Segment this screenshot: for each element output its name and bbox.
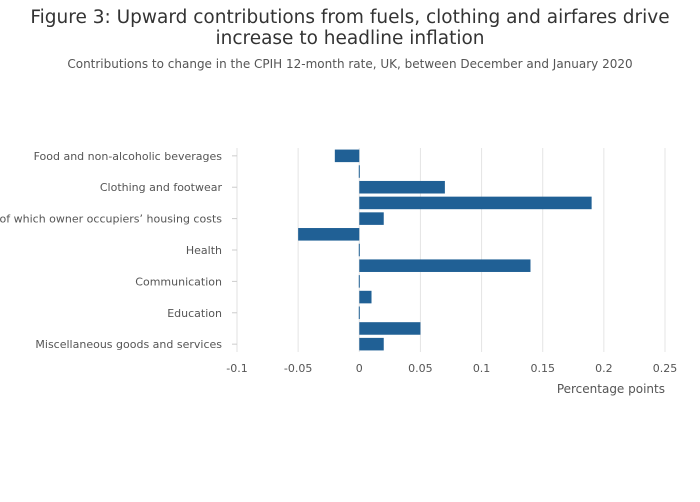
chart-title-line-1: Figure 3: Upward contributions from fuel… — [30, 7, 670, 28]
chart-title-line-2: increase to headline inflation — [215, 28, 485, 49]
x-tick-label-1: -0.05 — [284, 362, 312, 375]
x-axis-title: Percentage points — [557, 382, 665, 396]
y-tick-label-10: Education — [167, 307, 222, 320]
x-tick-label-5: 0.15 — [530, 362, 555, 375]
bar-6 — [358, 243, 360, 257]
x-tick-label-0: -0.1 — [226, 362, 247, 375]
bar-10 — [358, 306, 360, 320]
y-tick-label-4: of which owner occupiers’ housing costs — [0, 213, 222, 226]
x-tick-label-7: 0.25 — [653, 362, 678, 375]
bar-4 — [359, 212, 384, 225]
chart-title: Figure 3: Upward contributions from fuel… — [0, 7, 700, 49]
bar-0 — [334, 149, 360, 163]
chart-subtitle: Contributions to change in the CPIH 12-m… — [67, 57, 633, 71]
y-tick-label-12: Miscellaneous goods and services — [35, 338, 222, 351]
y-tick-label-2: Clothing and footwear — [100, 181, 223, 194]
y-tick-label-0: Food and non-alcoholic beverages — [34, 150, 223, 163]
bar-8 — [358, 275, 360, 288]
x-tick-label-2: 0 — [356, 362, 363, 375]
bar-7 — [359, 259, 531, 272]
bar-11 — [359, 322, 421, 335]
bar-5 — [298, 228, 360, 241]
bar-2 — [359, 180, 445, 194]
bar-9 — [359, 290, 372, 304]
bar-1 — [358, 165, 360, 178]
bar-12 — [359, 337, 384, 351]
bar-3 — [359, 196, 592, 210]
y-tick-label-6: Health — [186, 244, 222, 257]
x-tick-label-6: 0.2 — [595, 362, 613, 375]
y-tick-label-8: Communication — [135, 275, 222, 288]
x-tick-label-4: 0.1 — [473, 362, 491, 375]
x-tick-label-3: 0.05 — [408, 362, 433, 375]
